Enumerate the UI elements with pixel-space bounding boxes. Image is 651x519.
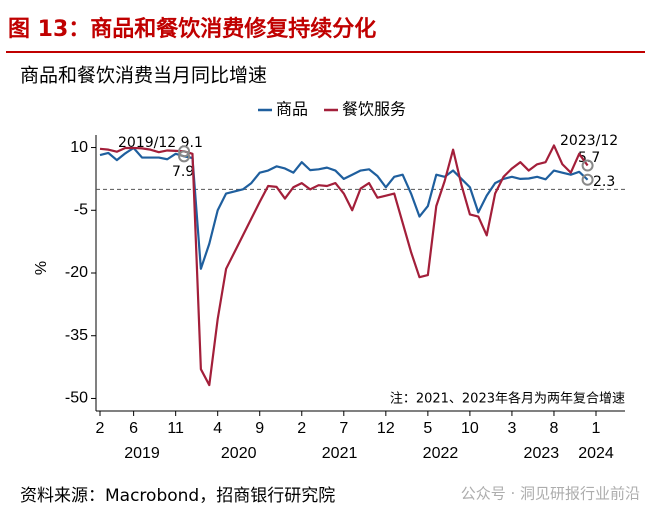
x-group-label: 2019	[124, 445, 160, 462]
x-tick-label: 2	[297, 420, 306, 437]
highlight-marker	[581, 173, 594, 186]
x-group-label: 2020	[221, 445, 257, 462]
x-tick-label: 1	[592, 420, 601, 437]
annotation: 7.9	[172, 164, 194, 180]
x-group-label: 2021	[322, 445, 358, 462]
x-group-label: 2023	[524, 445, 560, 462]
x-tick-label: 9	[255, 420, 264, 437]
series-line	[99, 144, 589, 387]
x-tick-label: 5	[423, 420, 432, 437]
x-tick-label: 3	[507, 420, 516, 437]
note: 注：2021、2023年各月为两年复合增速	[390, 391, 625, 407]
x-tick-label: 10	[461, 420, 479, 437]
x-tick-label: 7	[339, 420, 348, 437]
figure-header: 图 13：商品和餐饮消费修复持续分化	[8, 16, 376, 42]
annotation: 2.3	[593, 174, 615, 190]
legend-label: 餐饮服务	[342, 100, 406, 119]
highlight-marker	[178, 145, 191, 158]
x-tick-label: 6	[129, 420, 138, 437]
x-group-label: 2022	[423, 445, 459, 462]
legend-label: 商品	[276, 100, 308, 119]
y-tick-label: 10	[70, 139, 88, 156]
x-tick-label: 8	[550, 420, 559, 437]
y-axis-label: %	[33, 261, 50, 275]
x-tick-label: 11	[167, 420, 184, 437]
source: 资料来源：Macrobond，招商银行研究院	[20, 486, 335, 506]
annotation: 2023/12	[560, 133, 618, 149]
x-tick-label: 4	[213, 420, 222, 437]
y-tick-label: -35	[65, 327, 88, 344]
highlight-marker	[581, 159, 594, 172]
watermark: 公众号 · 洞见研报行业前沿	[461, 485, 640, 503]
y-tick-label: -5	[74, 201, 88, 218]
y-tick-label: -50	[65, 390, 88, 407]
x-group-label: 2024	[578, 445, 614, 462]
x-tick-label: 12	[377, 420, 395, 437]
x-tick-label: 2	[96, 420, 105, 437]
y-tick-label: -20	[65, 264, 88, 281]
chart-title: 商品和餐饮消费当月同比增速	[20, 65, 267, 87]
highlight-marker	[178, 150, 191, 163]
